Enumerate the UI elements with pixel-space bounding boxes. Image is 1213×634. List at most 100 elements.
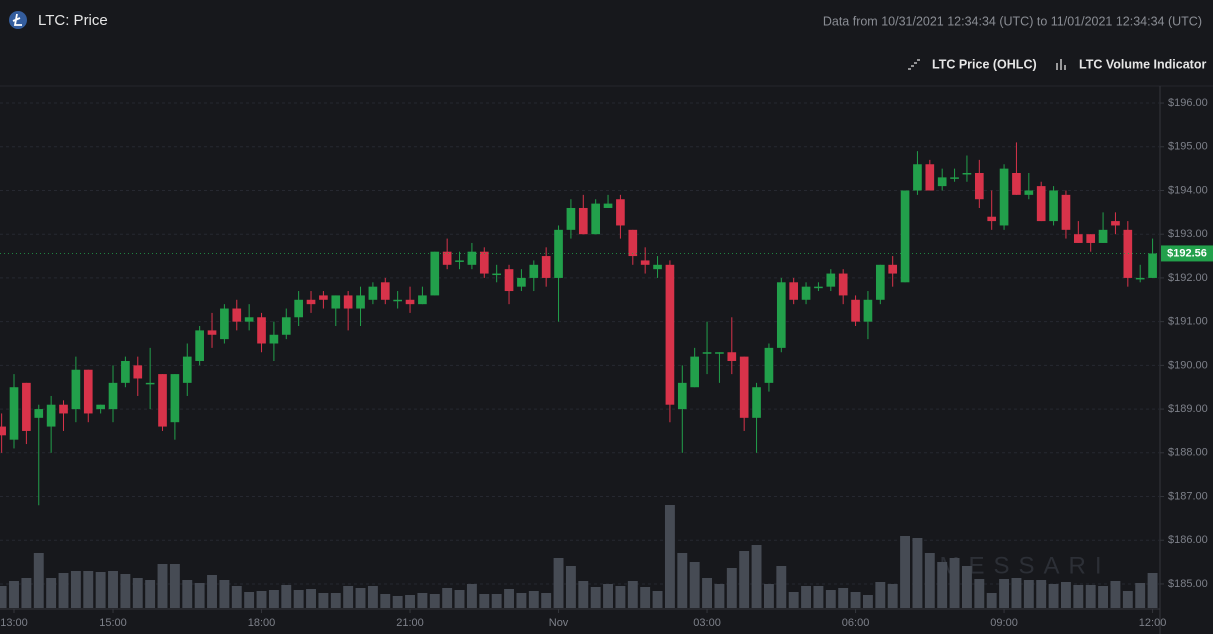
logo [9, 11, 27, 29]
volume-bar [33, 553, 44, 608]
volume-bar [330, 593, 341, 608]
candle-body [900, 190, 910, 283]
y-tick-label: $190.00 [1168, 359, 1208, 371]
candle-body [541, 256, 551, 278]
candle-body [430, 251, 440, 296]
candle-body [814, 286, 823, 289]
volume-bar [256, 591, 267, 608]
volume-bar [664, 505, 675, 608]
candle-body [9, 387, 19, 440]
volume-bar [231, 586, 242, 608]
candle-body [566, 207, 576, 230]
candle-body [158, 374, 167, 427]
y-tick-label: $196.00 [1168, 97, 1208, 109]
date-range: Data from 10/31/2021 12:34:34 (UTC) to 1… [823, 14, 1202, 28]
volume-bar [875, 582, 886, 608]
candle-body [380, 282, 390, 300]
volume-bar [219, 580, 230, 608]
candle-body [851, 299, 860, 322]
x-tick-label: 09:00 [990, 617, 1018, 629]
volume-bar [244, 592, 255, 608]
volume-bar [937, 562, 948, 608]
volume-bar [1122, 591, 1133, 608]
x-tick-label: 13:00 [0, 617, 28, 629]
candle-body [306, 299, 316, 305]
candle-body [1086, 234, 1096, 243]
volume-bar [751, 545, 762, 608]
candle-body [145, 382, 155, 385]
volume-bar [739, 551, 750, 608]
volume-bar [702, 578, 712, 608]
volume-bar [1023, 580, 1034, 608]
volume-bar [1110, 581, 1121, 608]
legend-icon [908, 59, 920, 70]
candle-body [220, 308, 229, 340]
candle-body [974, 173, 984, 200]
candle-body [108, 382, 118, 410]
candle-body [1135, 277, 1145, 280]
volume-bar [466, 584, 477, 608]
volume-bar [367, 586, 378, 608]
volume-bar [479, 594, 490, 608]
candle-body [442, 251, 452, 265]
volume-bar [553, 558, 564, 608]
volume-bar [986, 593, 997, 608]
volume-bar [516, 593, 527, 608]
volume-bar [182, 580, 193, 608]
volume-bar [132, 578, 143, 608]
candle-body [517, 277, 526, 287]
candle-body [665, 264, 675, 405]
volume-bar [95, 572, 106, 608]
volume-bar [157, 564, 168, 608]
candle-body [405, 299, 415, 305]
y-tick-label: $191.00 [1168, 316, 1208, 328]
y-tick-label: $193.00 [1168, 228, 1208, 240]
volume-bar [912, 538, 923, 608]
candle-body [319, 295, 328, 300]
volume-bar [528, 591, 539, 608]
volume-bar [0, 586, 7, 608]
candle-body [22, 382, 31, 431]
volume-bar [1073, 585, 1084, 608]
volume-bar [1098, 586, 1109, 608]
volume-bar [145, 580, 156, 608]
volume-bar [850, 592, 861, 608]
candle-body [257, 317, 266, 344]
candle-body [591, 203, 600, 235]
volume-bar [380, 594, 391, 608]
candle-body [356, 295, 365, 309]
candle-body [1061, 194, 1071, 230]
volume-bar [652, 591, 663, 608]
legend-label[interactable]: LTC Price (OHLC) [932, 57, 1037, 71]
volume-bar [949, 558, 960, 608]
candle-body [331, 295, 341, 309]
candle-body [1049, 190, 1058, 222]
volume-bar [640, 587, 651, 608]
volume-bar [454, 590, 465, 608]
y-tick-label: $185.00 [1168, 578, 1208, 590]
candle-body [999, 168, 1009, 226]
candle-body [554, 229, 563, 278]
candle-body [987, 216, 997, 222]
volume-bar [578, 581, 589, 608]
candle-body [182, 356, 192, 383]
volume-bar [924, 553, 935, 608]
volume-bar [9, 581, 19, 608]
volume-bar [627, 581, 638, 608]
volume-bar [801, 586, 812, 608]
volume-bar [813, 586, 824, 608]
candle-body [578, 207, 588, 235]
volume-bar [900, 536, 911, 608]
candle-body [504, 269, 514, 292]
candle-body [628, 229, 638, 257]
volume-bar [83, 571, 94, 608]
candle-body [727, 352, 737, 361]
volume-bar [776, 566, 787, 608]
x-tick-label: 06:00 [842, 617, 870, 629]
legend-label[interactable]: LTC Volume Indicator [1079, 57, 1206, 71]
candle-body [195, 330, 204, 361]
price-tag-label: $192.56 [1167, 247, 1207, 259]
candle-body [294, 299, 303, 318]
volume-bar [293, 590, 304, 608]
